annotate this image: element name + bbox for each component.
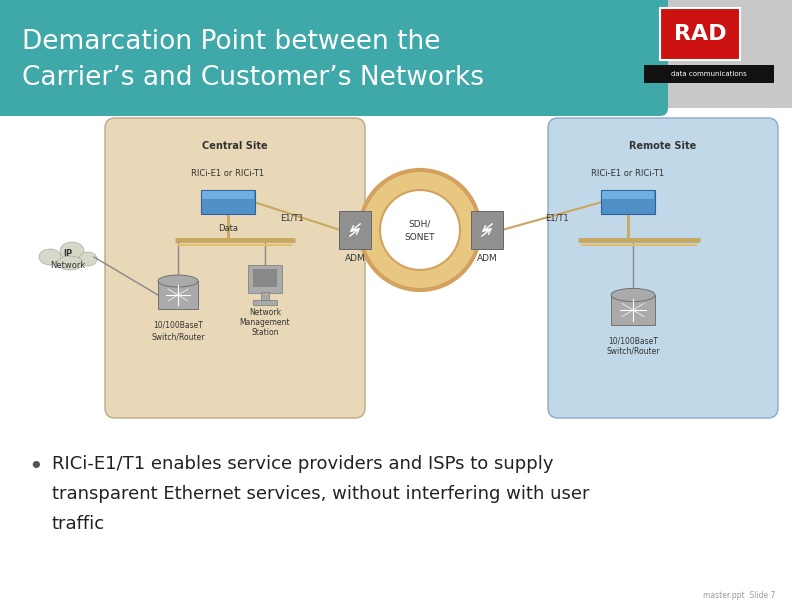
Text: traffic: traffic [52, 515, 105, 533]
Circle shape [360, 170, 480, 290]
Text: RICi-E1/T1 enables service providers and ISPs to supply: RICi-E1/T1 enables service providers and… [52, 455, 554, 473]
FancyBboxPatch shape [158, 281, 198, 309]
Text: master.ppt  Slide 7: master.ppt Slide 7 [703, 591, 775, 600]
Text: Central Site: Central Site [202, 141, 268, 151]
Text: Remote Site: Remote Site [630, 141, 697, 151]
Ellipse shape [39, 249, 61, 265]
Text: RAD: RAD [674, 24, 726, 44]
Text: RICi-E1 or RICi-T1: RICi-E1 or RICi-T1 [192, 170, 265, 179]
FancyBboxPatch shape [548, 118, 778, 418]
FancyBboxPatch shape [602, 191, 654, 199]
Text: Data: Data [218, 224, 238, 233]
Ellipse shape [57, 256, 83, 270]
Text: SDH/: SDH/ [409, 220, 431, 228]
FancyBboxPatch shape [248, 265, 282, 293]
FancyBboxPatch shape [105, 118, 365, 418]
Text: Switch/Router: Switch/Router [151, 332, 205, 341]
Text: E1/T1: E1/T1 [280, 214, 304, 223]
FancyBboxPatch shape [601, 190, 655, 214]
Ellipse shape [611, 288, 655, 302]
Text: Management: Management [240, 318, 290, 327]
FancyBboxPatch shape [261, 292, 269, 300]
FancyBboxPatch shape [253, 269, 277, 287]
Text: transparent Ethernet services, without interfering with user: transparent Ethernet services, without i… [52, 485, 589, 503]
Text: SONET: SONET [405, 233, 436, 242]
FancyBboxPatch shape [644, 65, 774, 83]
Ellipse shape [79, 252, 97, 266]
FancyBboxPatch shape [620, 0, 792, 108]
Text: 10/100BaseT: 10/100BaseT [153, 321, 203, 330]
Text: data communications: data communications [671, 71, 747, 77]
Text: ADM: ADM [345, 254, 365, 263]
FancyBboxPatch shape [253, 300, 277, 305]
Text: Station: Station [251, 328, 279, 337]
FancyBboxPatch shape [471, 211, 503, 249]
FancyBboxPatch shape [202, 191, 254, 199]
FancyBboxPatch shape [339, 211, 371, 249]
Text: Network: Network [51, 261, 86, 269]
FancyBboxPatch shape [611, 295, 655, 325]
FancyBboxPatch shape [660, 8, 740, 60]
Text: Carrier’s and Customer’s Networks: Carrier’s and Customer’s Networks [22, 65, 484, 91]
Text: E1/T1: E1/T1 [545, 214, 569, 223]
Text: •: • [28, 455, 43, 479]
Text: Network: Network [249, 308, 281, 317]
Text: Demarcation Point between the: Demarcation Point between the [22, 29, 440, 55]
FancyBboxPatch shape [0, 0, 668, 116]
Circle shape [380, 190, 460, 270]
FancyBboxPatch shape [0, 0, 660, 30]
Text: IP: IP [63, 248, 73, 258]
Ellipse shape [60, 242, 84, 260]
Text: ADM: ADM [477, 254, 497, 263]
Text: RICi-E1 or RICi-T1: RICi-E1 or RICi-T1 [592, 170, 664, 179]
FancyBboxPatch shape [0, 0, 30, 108]
Ellipse shape [158, 275, 198, 287]
FancyBboxPatch shape [201, 190, 255, 214]
Text: Switch/Router: Switch/Router [606, 347, 660, 356]
Text: 10/100BaseT: 10/100BaseT [608, 336, 658, 345]
